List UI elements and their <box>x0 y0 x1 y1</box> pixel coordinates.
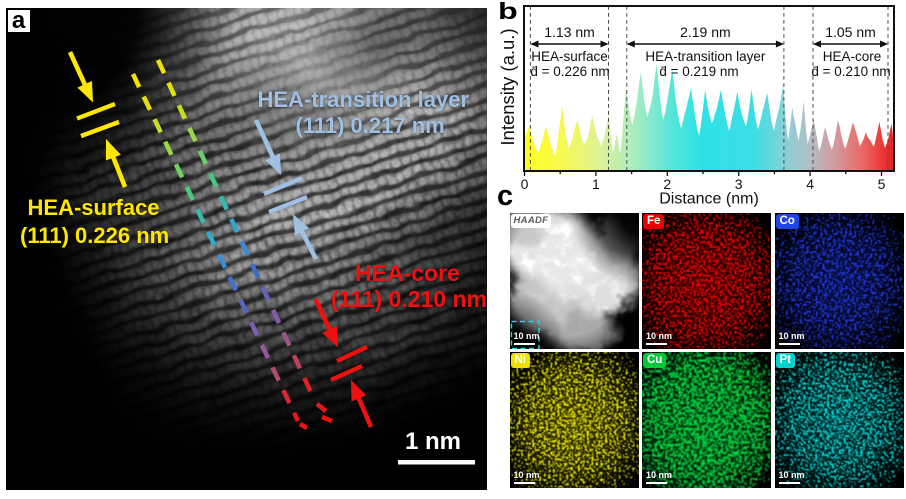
svg-text:4: 4 <box>806 176 814 192</box>
svg-text:0: 0 <box>521 176 529 192</box>
svg-text:1: 1 <box>592 176 600 192</box>
svg-text:1.13 nm: 1.13 nm <box>544 24 595 40</box>
svg-text:HEA-surface: HEA-surface <box>531 49 608 64</box>
svg-text:d̄ = 0.219 nm: d̄ = 0.219 nm <box>659 64 738 79</box>
svg-text:Distance (nm): Distance (nm) <box>659 191 759 208</box>
svg-text:3: 3 <box>735 176 743 192</box>
svg-text:HEA-core: HEA-core <box>823 49 882 64</box>
svg-text:5: 5 <box>878 176 886 192</box>
svg-text:HEA-transition layer: HEA-transition layer <box>645 49 766 64</box>
svg-text:d̄ = 0.226 nm: d̄ = 0.226 nm <box>530 64 609 79</box>
svg-text:1.05 nm: 1.05 nm <box>825 24 876 40</box>
svg-text:Intensity (a.u.): Intensity (a.u.) <box>497 28 518 145</box>
svg-text:2: 2 <box>663 176 671 192</box>
svg-text:d̄ = 0.210 nm: d̄ = 0.210 nm <box>811 64 890 79</box>
svg-text:2.19 nm: 2.19 nm <box>680 24 731 40</box>
